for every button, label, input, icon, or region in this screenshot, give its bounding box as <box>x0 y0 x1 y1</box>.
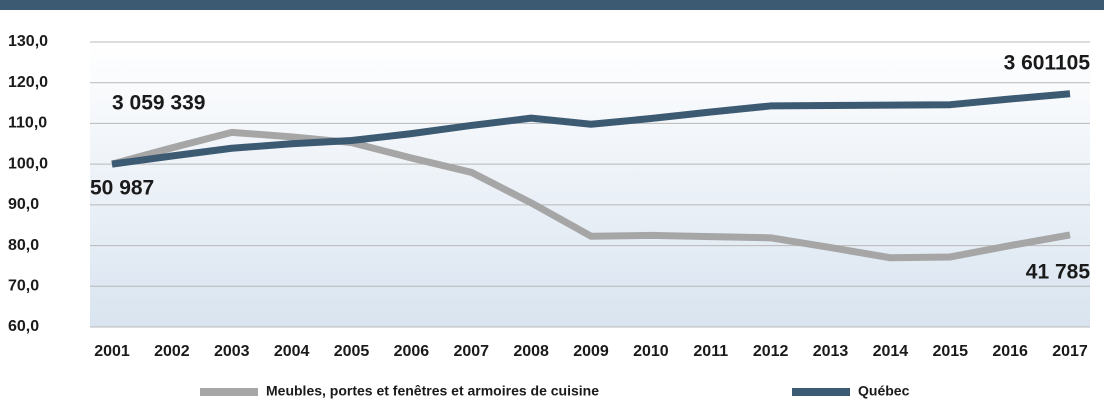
x-tick-label: 2010 <box>633 343 669 360</box>
x-tick-label: 2015 <box>932 343 968 360</box>
annotation: 3 059 339 <box>112 92 205 115</box>
annotation: 3 601105 <box>1004 52 1091 75</box>
x-tick-label: 2011 <box>693 343 728 360</box>
x-tick-label: 2013 <box>813 343 849 360</box>
x-tick-label: 2002 <box>154 343 190 360</box>
x-tick-label: 2008 <box>513 343 549 360</box>
legend-label: Meubles, portes et fenêtres et armoires … <box>266 383 599 399</box>
x-tick-label: 2007 <box>453 343 489 360</box>
header-bar <box>0 0 1104 10</box>
x-tick-label: 2003 <box>214 343 250 360</box>
x-tick-label: 2014 <box>873 343 909 360</box>
y-tick-label: 130,0 <box>8 33 48 50</box>
y-tick-label: 60,0 <box>8 318 39 335</box>
y-tick-label: 110,0 <box>8 115 47 132</box>
x-tick-label: 2004 <box>274 343 310 360</box>
x-tick-label: 2017 <box>1052 343 1088 360</box>
legend-swatch <box>792 388 850 396</box>
line <box>111 90 1071 168</box>
y-tick-label: 70,0 <box>8 278 39 295</box>
x-tick-label: 2006 <box>394 343 430 360</box>
legend-swatch <box>200 388 258 396</box>
x-tick-label: 2009 <box>573 343 609 360</box>
x-tick-label: 2001 <box>94 343 130 360</box>
y-tick-label: 120,0 <box>8 74 48 91</box>
line <box>111 128 1071 262</box>
y-tick-label: 90,0 <box>8 196 39 213</box>
x-tick-label: 2012 <box>753 343 789 360</box>
legend-label: Québec <box>858 383 910 399</box>
plot-background <box>90 42 1090 327</box>
annotation: 50 987 <box>90 177 154 200</box>
x-tick-label: 2005 <box>334 343 370 360</box>
y-tick-label: 80,0 <box>8 237 39 254</box>
x-tick-label: 2016 <box>992 343 1028 360</box>
y-tick-label: 100,0 <box>8 155 48 172</box>
annotation: 41 785 <box>1026 261 1091 284</box>
